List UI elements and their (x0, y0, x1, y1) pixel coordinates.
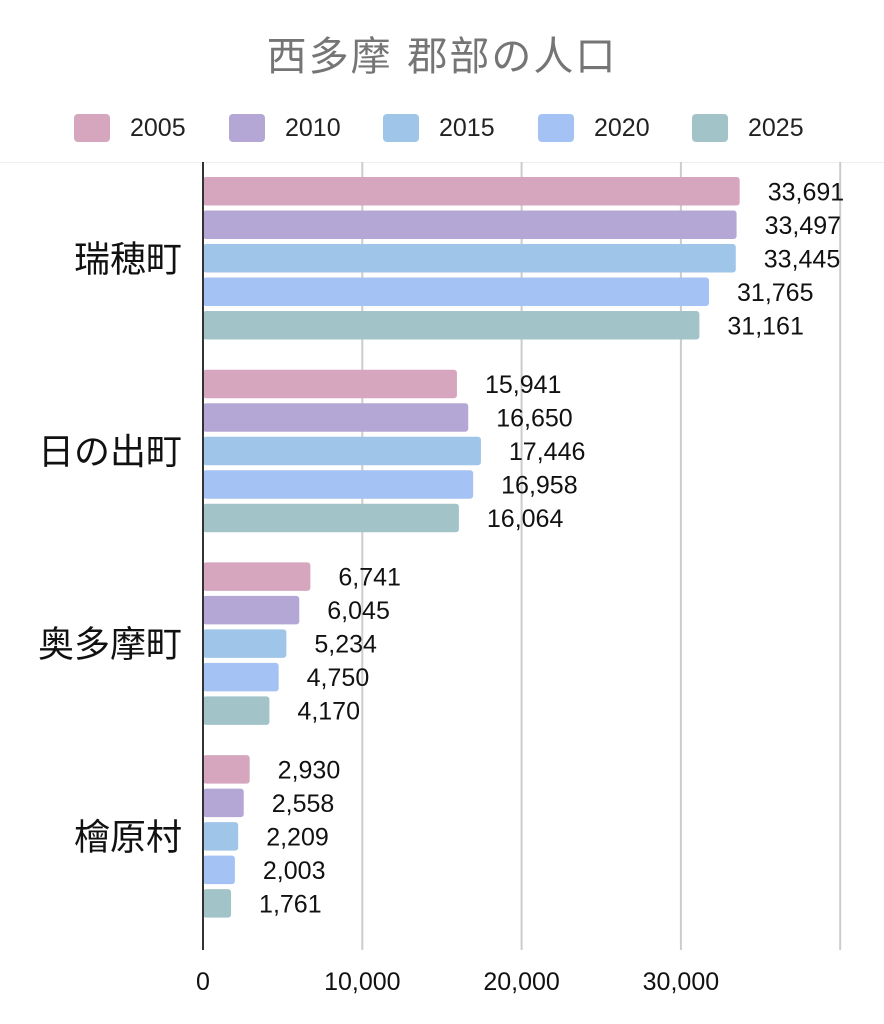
category-label: 日の出町 (38, 432, 182, 473)
data-label: 2,003 (263, 857, 326, 885)
category-label: 奥多摩町 (38, 625, 182, 666)
bar-2025-0 (203, 311, 700, 340)
legend-item-2015: 2015 (383, 108, 495, 148)
data-label: 31,161 (727, 312, 803, 340)
legend-label: 2015 (439, 113, 495, 142)
data-label: 5,234 (314, 631, 377, 659)
legend-label: 2020 (594, 113, 650, 142)
data-label: 33,445 (764, 245, 840, 273)
legend-item-2020: 2020 (538, 108, 650, 148)
bar-2010-0 (203, 210, 737, 239)
data-label: 16,958 (501, 471, 577, 499)
legend: 2005 2010 2015 2020 2025 (0, 108, 884, 148)
category-label: 檜原村 (74, 817, 182, 858)
data-label: 17,446 (509, 438, 585, 466)
legend-swatch (229, 114, 265, 142)
bar-2015-2 (203, 629, 287, 658)
data-label: 16,650 (496, 404, 572, 432)
bar-2025-3 (203, 889, 232, 918)
legend-swatch (383, 114, 419, 142)
legend-swatch (692, 114, 728, 142)
bar-2020-2 (203, 662, 279, 692)
data-label: 33,497 (765, 212, 841, 240)
bar-2005-3 (203, 755, 250, 784)
bar-2005-2 (203, 562, 311, 591)
legend-swatch (74, 114, 110, 142)
bar-2010-2 (203, 595, 300, 625)
x-tick-label: 20,000 (483, 968, 559, 996)
x-tick-label: 10,000 (324, 968, 400, 996)
data-label: 15,941 (485, 371, 561, 399)
data-label: 6,045 (327, 597, 390, 625)
legend-item-2010: 2010 (229, 108, 341, 148)
data-label: 6,741 (338, 564, 401, 592)
legend-item-2005: 2005 (74, 108, 186, 148)
bar-2015-1 (203, 436, 481, 466)
data-label: 1,761 (259, 890, 322, 918)
bar-2015-0 (203, 244, 736, 273)
x-tick-label: 0 (196, 968, 210, 996)
legend-label: 2010 (285, 113, 341, 142)
bar-2010-3 (203, 788, 244, 818)
plot-top-divider (0, 162, 884, 163)
data-label: 33,691 (768, 178, 844, 206)
x-tick-label: 30,000 (643, 968, 719, 996)
legend-item-2025: 2025 (692, 108, 804, 148)
data-label: 2,930 (278, 756, 341, 784)
bar-2020-3 (203, 855, 235, 885)
data-label: 31,765 (737, 279, 813, 307)
bar-2025-1 (203, 503, 459, 533)
category-label: 瑞穂町 (74, 239, 182, 280)
bar-2020-0 (203, 277, 710, 306)
bar-2005-1 (203, 369, 457, 399)
data-label: 4,170 (297, 698, 360, 726)
chart-title: 西多摩 郡部の人口 (266, 34, 618, 80)
bar-2010-1 (203, 403, 469, 432)
legend-swatch (538, 114, 574, 142)
bar-2015-3 (203, 822, 239, 851)
data-label: 2,558 (272, 790, 335, 818)
data-label: 16,064 (487, 505, 564, 533)
bar-2025-2 (203, 696, 270, 725)
data-label: 2,209 (266, 823, 329, 851)
bar-2020-1 (203, 470, 474, 499)
data-label: 4,750 (307, 664, 370, 692)
bar-2005-0 (203, 177, 740, 206)
legend-label: 2025 (748, 113, 804, 142)
legend-label: 2005 (130, 113, 186, 142)
